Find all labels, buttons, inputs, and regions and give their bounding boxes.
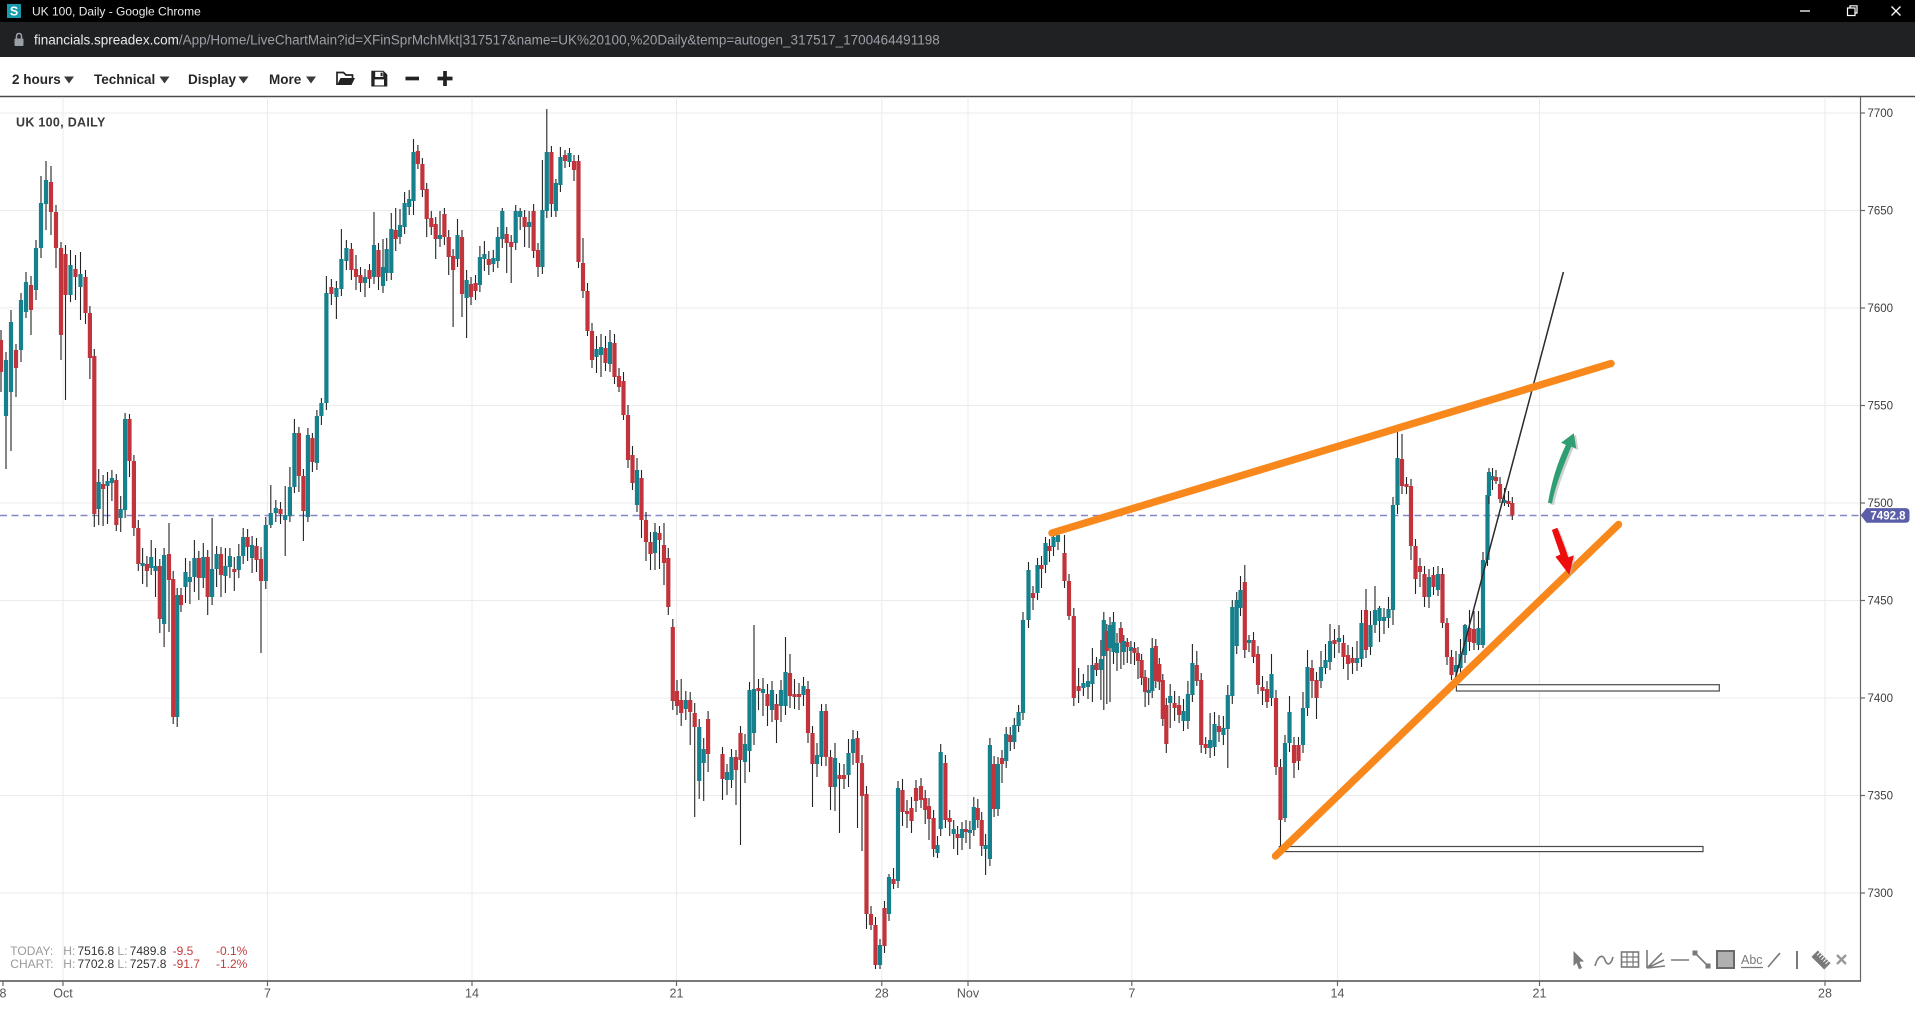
svg-text:-9.5: -9.5	[173, 944, 194, 958]
svg-text:7400: 7400	[1868, 693, 1894, 705]
svg-text:L:: L:	[117, 957, 127, 971]
svg-text:L:: L:	[117, 944, 127, 958]
svg-text:financials.spreadex.com/App/Ho: financials.spreadex.com/App/Home/LiveCha…	[34, 33, 940, 48]
svg-text:7500: 7500	[1868, 498, 1894, 510]
svg-text:Abc: Abc	[1741, 953, 1763, 967]
svg-text:7257.8: 7257.8	[130, 957, 167, 971]
svg-text:7702.8: 7702.8	[78, 957, 115, 971]
svg-text:21: 21	[1533, 987, 1547, 1001]
svg-text:More: More	[269, 72, 302, 87]
svg-text:7600: 7600	[1868, 303, 1894, 315]
svg-text:7650: 7650	[1868, 206, 1894, 218]
svg-text:7492.8: 7492.8	[1870, 510, 1906, 522]
svg-text:S: S	[10, 5, 18, 19]
svg-text:-91.7: -91.7	[173, 957, 201, 971]
svg-text:CHART:: CHART:	[10, 957, 53, 971]
svg-text:Technical: Technical	[94, 72, 155, 87]
svg-text:Display: Display	[188, 72, 237, 87]
svg-text:14: 14	[465, 987, 479, 1001]
svg-text:Nov: Nov	[957, 987, 980, 1001]
svg-text:2 hours: 2 hours	[12, 72, 61, 87]
svg-text:8: 8	[0, 987, 7, 1001]
svg-text:7700: 7700	[1868, 108, 1894, 120]
svg-text:H:: H:	[63, 957, 75, 971]
svg-text:7550: 7550	[1868, 401, 1894, 413]
svg-text:7350: 7350	[1868, 791, 1894, 803]
svg-text:H:: H:	[63, 944, 75, 958]
svg-text:21: 21	[670, 987, 684, 1001]
svg-text:7516.8: 7516.8	[78, 944, 115, 958]
svg-text:28: 28	[1818, 987, 1832, 1001]
svg-text:Oct: Oct	[53, 987, 73, 1001]
svg-text:7: 7	[1128, 987, 1135, 1001]
svg-text:7450: 7450	[1868, 596, 1894, 608]
svg-text:-1.2%: -1.2%	[216, 957, 248, 971]
svg-text:UK 100, Daily - Google Chrome: UK 100, Daily - Google Chrome	[32, 5, 201, 19]
svg-text:7489.8: 7489.8	[130, 944, 167, 958]
svg-text:28: 28	[875, 987, 889, 1001]
svg-text:UK 100, DAILY: UK 100, DAILY	[16, 116, 106, 130]
svg-text:-0.1%: -0.1%	[216, 944, 248, 958]
svg-text:TODAY:: TODAY:	[10, 944, 53, 958]
svg-text:7: 7	[264, 987, 271, 1001]
svg-text:7300: 7300	[1868, 888, 1894, 900]
svg-text:14: 14	[1331, 987, 1345, 1001]
